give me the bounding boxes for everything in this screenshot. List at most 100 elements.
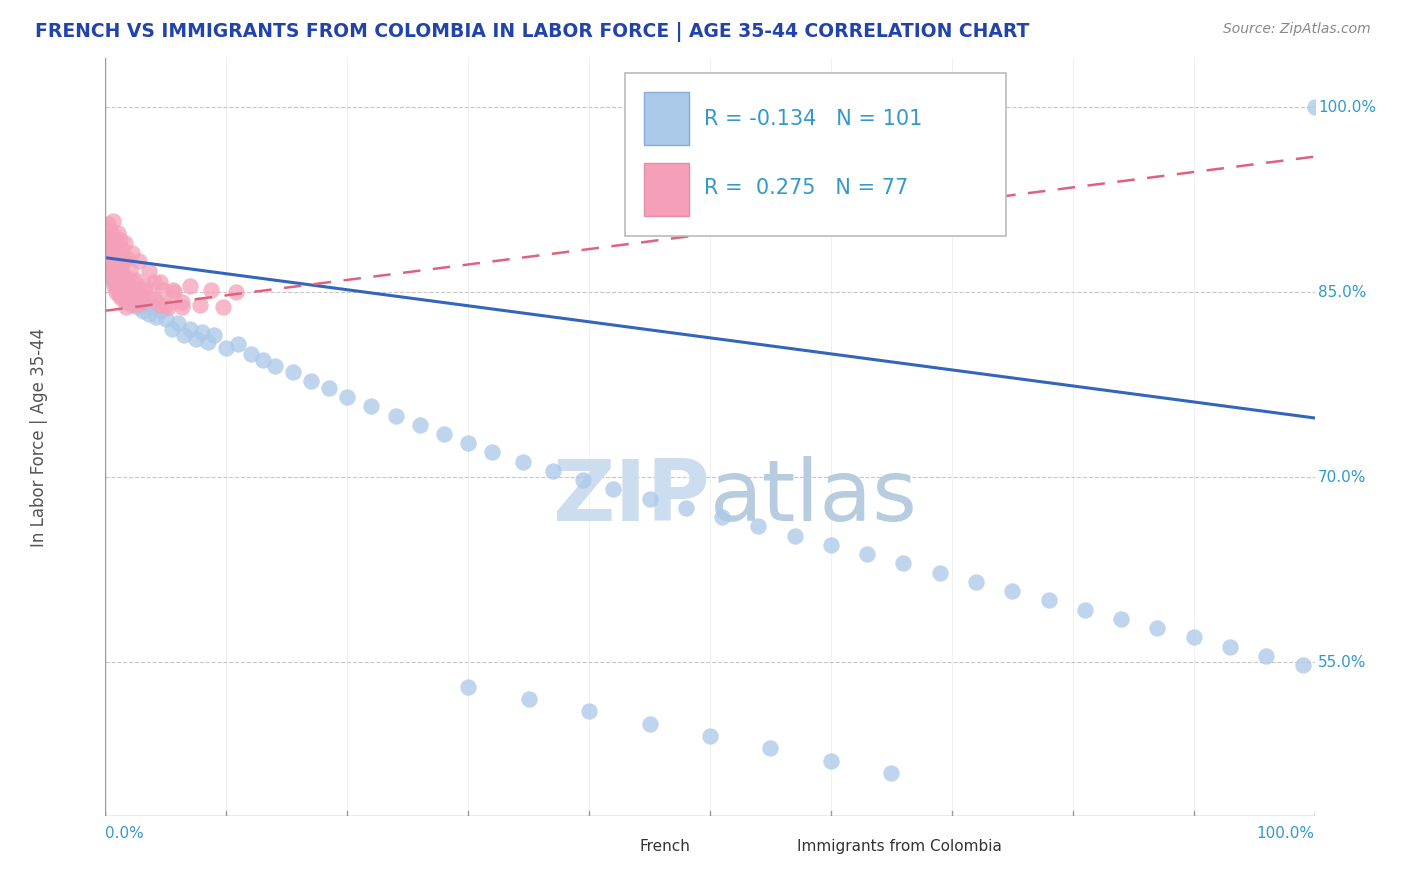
Point xyxy=(107,276,129,290)
Point xyxy=(131,295,153,310)
Point xyxy=(101,213,124,227)
Point xyxy=(360,399,382,413)
Point xyxy=(856,547,879,561)
Point xyxy=(481,445,503,459)
Point xyxy=(103,245,125,260)
Point xyxy=(157,300,180,314)
Point xyxy=(98,238,121,252)
Point xyxy=(117,295,139,310)
Text: 100.0%: 100.0% xyxy=(1257,826,1315,841)
Point xyxy=(107,258,129,272)
Point xyxy=(517,692,540,706)
Text: FRENCH VS IMMIGRANTS FROM COLOMBIA IN LABOR FORCE | AGE 35-44 CORRELATION CHART: FRENCH VS IMMIGRANTS FROM COLOMBIA IN LA… xyxy=(35,22,1029,42)
Point xyxy=(124,295,148,310)
Point xyxy=(103,279,125,293)
Point xyxy=(100,257,122,271)
Text: 70.0%: 70.0% xyxy=(1319,470,1367,484)
Point xyxy=(97,245,120,260)
Point xyxy=(127,300,149,314)
Point xyxy=(104,269,127,284)
Point xyxy=(155,312,177,326)
Point xyxy=(115,287,138,301)
Point xyxy=(107,251,129,265)
Point xyxy=(384,409,406,423)
Point xyxy=(142,292,165,306)
Point xyxy=(572,473,595,487)
Point xyxy=(433,427,456,442)
Point xyxy=(108,263,131,277)
Point xyxy=(97,254,120,268)
Point xyxy=(225,285,247,300)
Point xyxy=(1303,100,1326,114)
Point xyxy=(179,322,201,336)
Point xyxy=(142,300,165,314)
Point xyxy=(110,267,132,281)
Point xyxy=(107,269,129,284)
Point xyxy=(318,381,340,395)
Point xyxy=(820,754,842,768)
Point xyxy=(928,566,950,581)
Point xyxy=(134,279,156,293)
Bar xyxy=(765,837,792,855)
Point xyxy=(170,295,193,310)
Text: 100.0%: 100.0% xyxy=(1319,100,1376,115)
Point xyxy=(457,680,479,694)
Point xyxy=(191,325,214,339)
Point xyxy=(200,283,222,297)
Point xyxy=(105,265,128,279)
Point xyxy=(880,766,903,780)
Point xyxy=(167,316,190,330)
Point xyxy=(215,341,238,355)
Point xyxy=(173,328,195,343)
Point xyxy=(134,283,156,297)
Point xyxy=(100,239,122,253)
Point xyxy=(98,223,121,237)
Point xyxy=(179,279,201,293)
Point xyxy=(699,729,721,743)
Point xyxy=(104,273,127,287)
Point xyxy=(114,283,136,297)
Point xyxy=(145,310,167,324)
Point xyxy=(98,245,121,260)
Point xyxy=(108,264,131,278)
Point xyxy=(117,295,139,310)
Point xyxy=(197,334,219,349)
Point xyxy=(110,260,132,275)
Point xyxy=(111,242,134,256)
Point xyxy=(138,292,160,306)
Point xyxy=(893,557,915,571)
Point xyxy=(112,292,135,306)
Point xyxy=(820,538,842,552)
Point xyxy=(160,322,183,336)
Point xyxy=(105,260,128,275)
Point xyxy=(114,273,136,287)
Point xyxy=(638,716,661,731)
Bar xyxy=(644,92,689,145)
Point xyxy=(409,418,432,433)
Point xyxy=(108,283,131,297)
Point xyxy=(104,254,127,268)
Point xyxy=(97,218,120,232)
Point xyxy=(98,251,121,265)
Point xyxy=(105,279,128,293)
Point xyxy=(104,229,127,244)
Point xyxy=(263,359,285,374)
Point xyxy=(211,300,233,314)
Point xyxy=(118,263,141,277)
Point xyxy=(101,273,124,287)
Point xyxy=(1146,621,1168,635)
Point xyxy=(1256,648,1278,663)
Point xyxy=(110,292,132,306)
Point xyxy=(101,251,124,265)
Text: 85.0%: 85.0% xyxy=(1319,285,1367,300)
Point xyxy=(107,226,129,240)
Point xyxy=(124,276,146,290)
Point xyxy=(457,435,479,450)
Text: Immigrants from Colombia: Immigrants from Colombia xyxy=(797,839,1002,854)
Point xyxy=(111,279,134,293)
Point xyxy=(150,303,173,318)
Point xyxy=(121,297,143,311)
Point xyxy=(252,353,274,368)
Point xyxy=(115,300,138,314)
Point xyxy=(128,281,150,295)
